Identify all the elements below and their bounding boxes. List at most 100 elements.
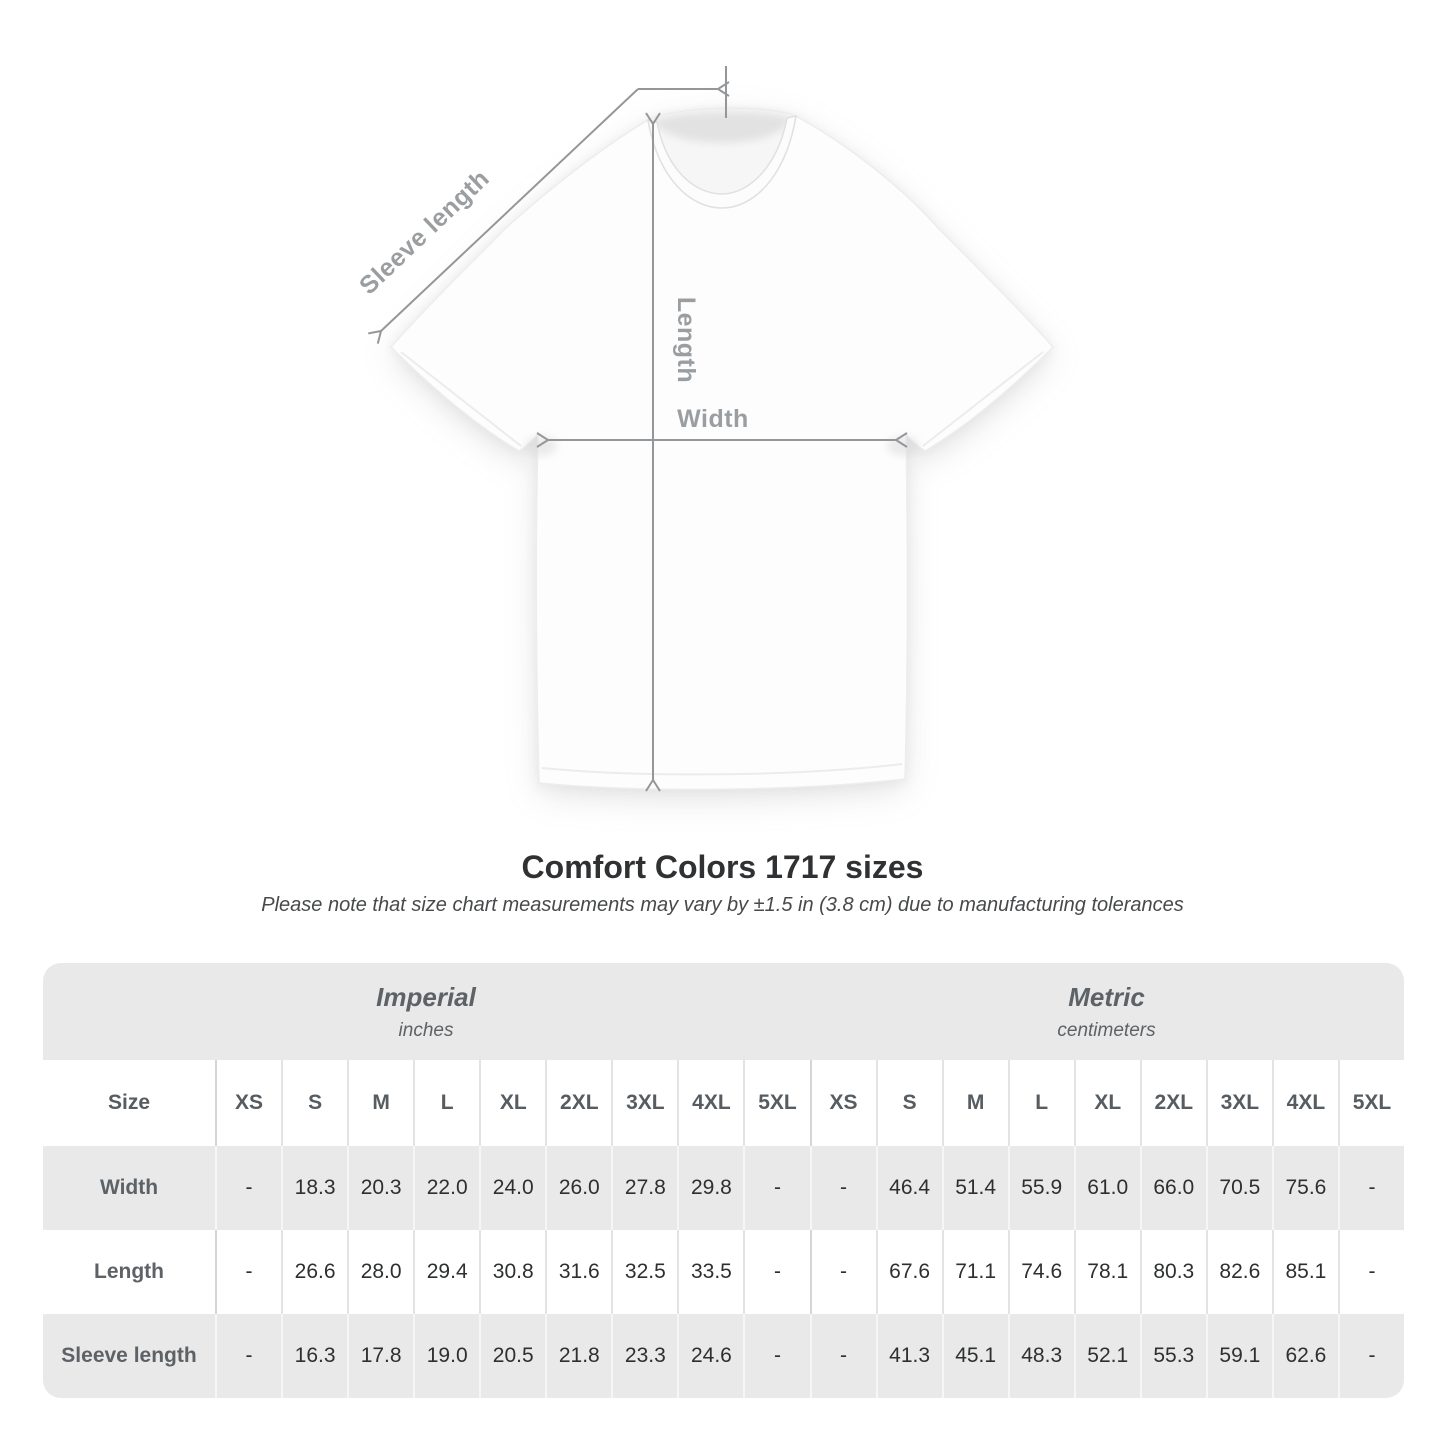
table-cell: 85.1 [1271,1230,1338,1314]
column-header: XS [809,1060,876,1146]
metric-unit-label: centimeters [1057,1019,1156,1041]
table-cell: 55.3 [1139,1314,1206,1398]
table-cell: - [809,1314,876,1398]
tshirt-body [389,107,1055,791]
table-cell: 33.5 [677,1230,743,1314]
table-cell: 18.3 [281,1146,347,1230]
column-header: 4XL [677,1060,743,1146]
table-cell: 20.5 [479,1314,545,1398]
table-cell: 19.0 [413,1314,479,1398]
table-cell: 29.8 [677,1146,743,1230]
table-cell: - [809,1230,876,1314]
table-cell: 71.1 [941,1230,1008,1314]
table-cell: 46.4 [875,1146,942,1230]
column-header: 5XL [1337,1060,1404,1146]
table-cell: - [1337,1146,1404,1230]
table-cell: - [809,1146,876,1230]
page-title: Comfort Colors 1717 sizes [521,849,924,885]
table-cell: 20.3 [347,1146,413,1230]
table-cell: 45.1 [941,1314,1008,1398]
size-table-grid: Size XS S M L XL 2XL 3XL 4XL 5XL XS S M L XL 2XL 3XL 4XL 5… [43,1060,1404,1398]
sleeve-length-arrow [368,88,639,344]
table-cell: 75.6 [1271,1146,1338,1230]
row-label: Sleeve length [61,1344,197,1367]
table-cell: 21.8 [545,1314,611,1398]
table-cell: - [215,1146,281,1230]
hem-seam [541,763,903,776]
column-header: 2XL [545,1060,611,1146]
imperial-label: Imperial [376,981,476,1012]
table-cell: - [215,1230,281,1314]
table-cell: 62.6 [1271,1314,1338,1398]
table-cell: 52.1 [1073,1314,1140,1398]
column-header: 4XL [1271,1060,1338,1146]
table-cell: - [215,1314,281,1398]
table-row: Width -18.3 20.3 22.0 24.0 26.0 27.8 29.8- -46.4… [43,1146,1404,1230]
table-cell: 23.3 [611,1314,677,1398]
column-header: M [347,1060,413,1146]
table-cell: 27.8 [611,1146,677,1230]
column-header: 2XL [1139,1060,1206,1146]
table-cell: 66.0 [1139,1146,1206,1230]
table-cell: 51.4 [941,1146,1008,1230]
table-cell: 61.0 [1073,1146,1140,1230]
table-cell: - [743,1146,809,1230]
table-cell: 82.6 [1205,1230,1272,1314]
left-cuff-seam [400,351,522,447]
size-column-header: Size [107,1091,151,1114]
table-cell: 24.0 [479,1146,545,1230]
table-cell: - [743,1230,809,1314]
row-label: Width [99,1176,159,1199]
table-cell: - [1337,1230,1404,1314]
table-cell: 22.0 [413,1146,479,1230]
metric-label: Metric [1068,981,1145,1012]
column-header: XL [1073,1060,1140,1146]
table-cell: 28.0 [347,1230,413,1314]
table-cell: 32.5 [611,1230,677,1314]
size-table: Imperial inches Metric centimeters Size X… [43,963,1404,1398]
imperial-section-header: Imperial inches [43,963,809,1060]
table-row: Length -26.6 28.0 29.4 30.8 31.6 32.5 33.5- -67.… [43,1230,1404,1314]
table-cell: 48.3 [1007,1314,1074,1398]
table-cell: 17.8 [347,1314,413,1398]
tolerance-note: Please note that size chart measurements… [261,894,1184,916]
table-cell: - [1337,1314,1404,1398]
table-cell: 30.8 [479,1230,545,1314]
table-cell: 16.3 [281,1314,347,1398]
table-cell: - [743,1314,809,1398]
table-cell: 26.0 [545,1146,611,1230]
size-diagram: Sleeve length Length Width [354,66,1055,792]
column-header: XS [215,1060,281,1146]
table-cell: 31.6 [545,1230,611,1314]
column-header: S [875,1060,942,1146]
column-header: 3XL [611,1060,677,1146]
table-row: Sleeve length -16.3 17.8 19.0 20.5 21.8 23.3 24… [43,1314,1404,1398]
unit-band: Imperial inches Metric centimeters [43,963,1404,1060]
table-cell: 59.1 [1205,1314,1272,1398]
width-label: Width [677,405,749,433]
table-cell: 29.4 [413,1230,479,1314]
column-header: L [413,1060,479,1146]
column-header: XL [479,1060,545,1146]
imperial-unit-label: inches [398,1019,454,1041]
neck-shadow [652,111,792,143]
table-cell: 70.5 [1205,1146,1272,1230]
column-header: L [1007,1060,1074,1146]
collar-band [647,115,797,209]
column-header: 5XL [743,1060,809,1146]
table-header-row: Size XS S M L XL 2XL 3XL 4XL 5XL XS S M L XL 2XL 3XL 4XL 5… [43,1060,1404,1146]
row-label: Length [94,1260,164,1283]
table-cell: 24.6 [677,1314,743,1398]
table-cell: 78.1 [1073,1230,1140,1314]
table-cell: 80.3 [1139,1230,1206,1314]
metric-section-header: Metric centimeters [809,963,1404,1060]
table-cell: 67.6 [875,1230,942,1314]
tshirt-graphic [389,107,1055,791]
column-header: S [281,1060,347,1146]
table-cell: 41.3 [875,1314,942,1398]
right-cuff-seam [922,351,1044,447]
table-cell: 26.6 [281,1230,347,1314]
column-header: M [941,1060,1008,1146]
table-cell: 55.9 [1007,1146,1074,1230]
length-label: Length [672,297,700,383]
